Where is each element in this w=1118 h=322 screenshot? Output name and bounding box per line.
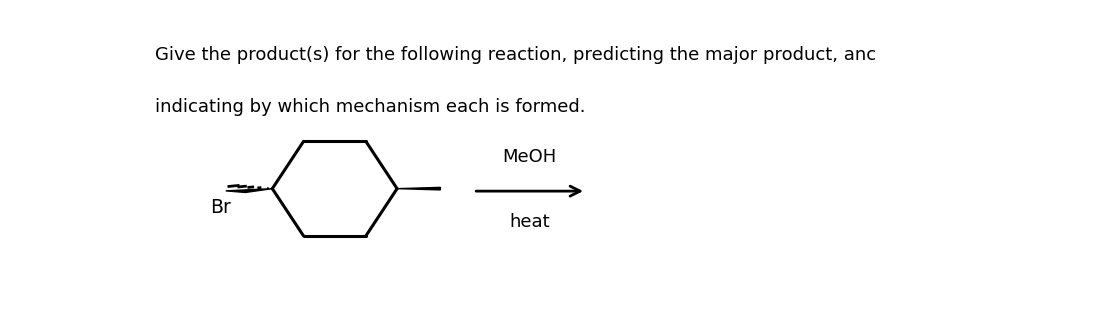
Text: Give the product(s) for the following reaction, predicting the major ​product, a: Give the product(s) for the following re… bbox=[155, 46, 877, 64]
Polygon shape bbox=[397, 187, 440, 190]
Text: heat: heat bbox=[510, 213, 550, 232]
Text: Br: Br bbox=[210, 198, 231, 217]
Polygon shape bbox=[226, 189, 273, 193]
Text: MeOH: MeOH bbox=[502, 148, 557, 166]
Text: indicating by which mechanism each is formed.: indicating by which mechanism each is fo… bbox=[155, 98, 586, 116]
